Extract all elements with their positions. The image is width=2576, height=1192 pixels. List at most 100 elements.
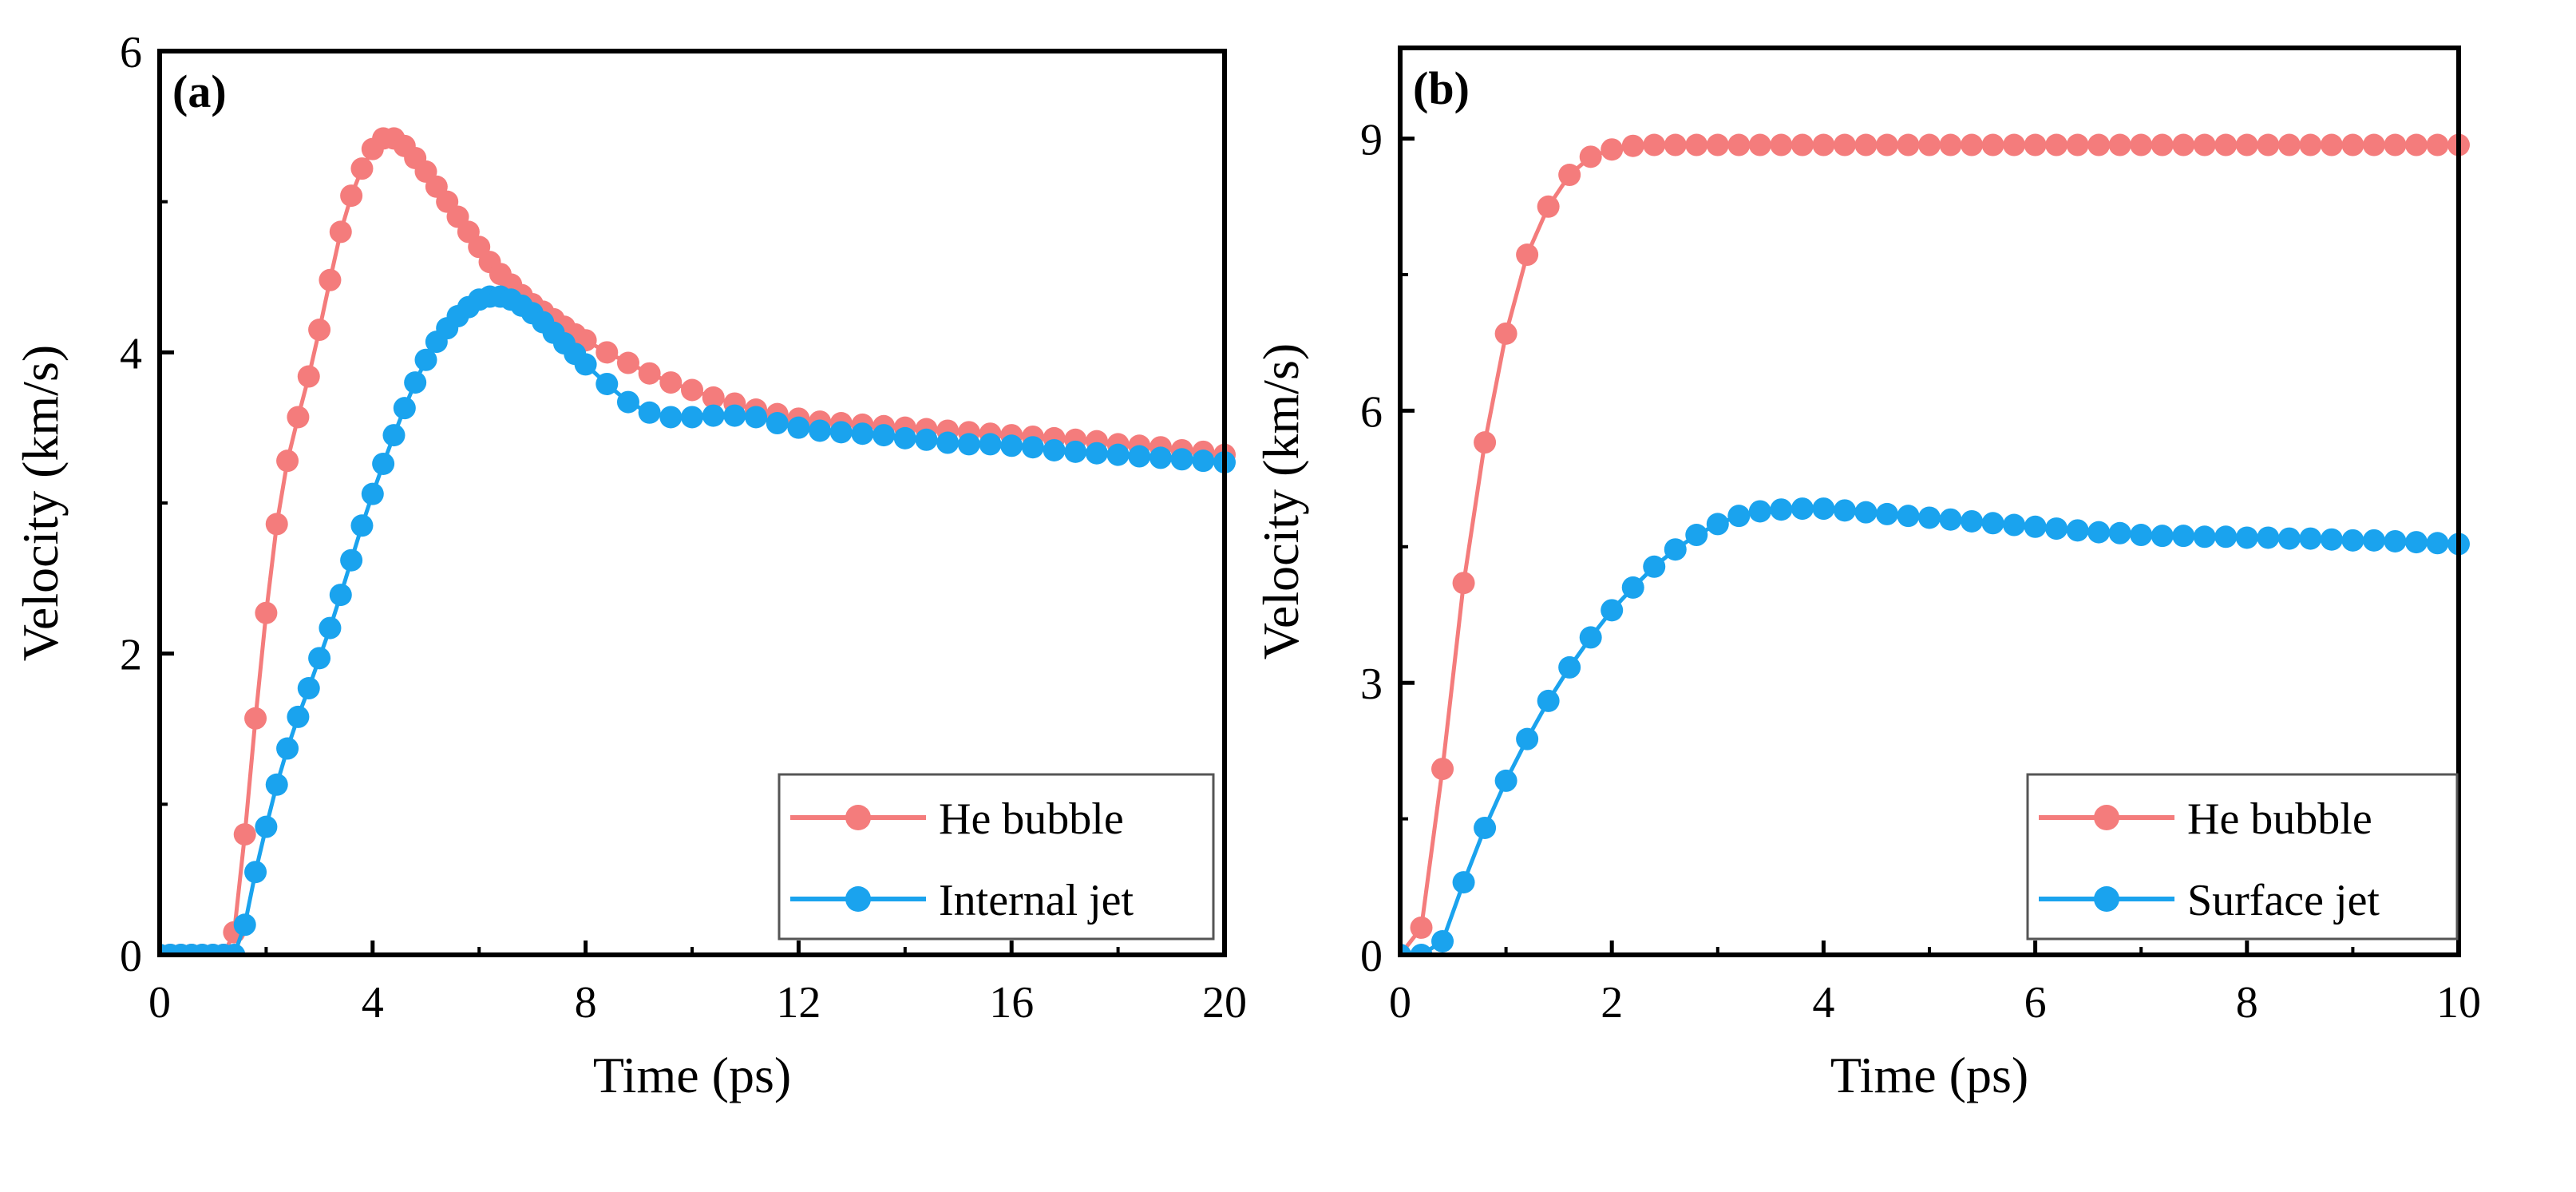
data-point: [1516, 727, 1539, 750]
data-point: [1558, 164, 1581, 187]
data-point: [1727, 505, 1751, 528]
data-point: [1812, 133, 1835, 156]
data-point: [1643, 133, 1666, 156]
data-point: [2087, 521, 2111, 544]
data-point: [893, 426, 916, 449]
y-tick-label: 9: [1360, 116, 1383, 165]
data-point: [1537, 195, 1560, 218]
data-point: [2172, 525, 2195, 548]
data-point: [223, 944, 246, 955]
legend-marker: [2094, 805, 2119, 830]
data-point: [979, 433, 1002, 456]
data-point: [233, 913, 256, 937]
data-point: [638, 401, 661, 424]
data-point: [1601, 599, 1624, 622]
legend-label: Surface jet: [2187, 876, 2380, 925]
legend: He bubble Surface jet: [2026, 773, 2459, 941]
data-point: [1474, 431, 1497, 454]
data-point: [1192, 449, 1215, 473]
data-point: [350, 514, 374, 537]
data-point: [1854, 133, 1878, 156]
x-tick-label: 0: [148, 978, 171, 1028]
data-point: [1791, 133, 1814, 156]
data-point: [1516, 244, 1539, 267]
panel-a: 0 4 8 12 16 20 0 2 4 6 Time (ps) Velocity (km/s) (a)…: [12, 28, 1247, 1103]
data-point: [2384, 529, 2407, 552]
data-point: [723, 404, 746, 427]
data-point: [2151, 133, 2174, 156]
data-point: [2108, 133, 2131, 156]
series-group: [160, 127, 1236, 955]
x-axis-title: Time (ps): [593, 1047, 791, 1103]
data-point: [255, 601, 278, 624]
data-point: [2172, 133, 2195, 156]
data-point: [2151, 525, 2174, 548]
data-point: [1494, 769, 1518, 792]
data-point: [2277, 527, 2301, 550]
y-tick-label: 6: [120, 28, 142, 77]
data-point: [851, 422, 874, 446]
legend-marker: [845, 886, 871, 912]
data-point: [265, 513, 288, 536]
series-group: [1400, 133, 2470, 955]
data-point: [1981, 133, 2004, 156]
x-tick-label: 4: [1812, 978, 1834, 1028]
data-point: [1400, 944, 1411, 955]
x-tick-label: 16: [989, 978, 1034, 1028]
data-point: [1981, 512, 2004, 535]
data-point: [414, 348, 437, 371]
legend-marker: [2094, 886, 2119, 912]
data-point: [2130, 524, 2153, 547]
data-point: [329, 584, 352, 607]
data-point: [1106, 443, 1130, 466]
data-point: [1664, 538, 1687, 561]
data-point: [2214, 525, 2238, 548]
data-point: [329, 220, 352, 244]
data-point: [2066, 133, 2089, 156]
data-point: [787, 416, 810, 439]
data-point: [1064, 440, 1087, 463]
data-point: [1812, 497, 1835, 521]
x-tick-label: 12: [776, 978, 821, 1028]
data-point: [1537, 689, 1560, 712]
data-point: [873, 424, 896, 447]
data-point: [1410, 916, 1433, 939]
data-point: [1748, 500, 1771, 523]
data-point: [1170, 448, 1193, 471]
data-point: [1939, 508, 1962, 531]
x-tick-label: 8: [575, 978, 597, 1028]
data-point: [2277, 133, 2301, 156]
data-point: [1685, 133, 1708, 156]
data-point: [265, 773, 288, 796]
y-axis-title: Velocity (km/s): [12, 345, 69, 661]
y-tick-label: 3: [1360, 659, 1383, 709]
x-tick-label: 10: [2436, 978, 2481, 1028]
x-tick-label: 2: [1601, 978, 1623, 1028]
legend-label: Internal jet: [939, 876, 1134, 925]
data-point: [319, 616, 342, 640]
data-point: [1833, 499, 1856, 522]
data-point: [1770, 133, 1793, 156]
data-point: [393, 397, 416, 420]
y-tick-label: 4: [120, 329, 142, 378]
data-point: [1727, 133, 1751, 156]
data-point: [404, 371, 427, 394]
data-point: [1474, 816, 1497, 839]
data-point: [255, 815, 278, 838]
data-point: [574, 353, 597, 376]
x-axis-title: Time (ps): [1830, 1047, 2028, 1103]
data-point: [2341, 529, 2364, 552]
data-point: [1897, 505, 1920, 528]
data-point: [350, 157, 374, 180]
data-point: [659, 406, 683, 429]
data-point: [2299, 133, 2322, 156]
data-point: [2214, 133, 2238, 156]
data-point: [297, 365, 320, 388]
data-point: [702, 404, 725, 427]
data-point: [297, 677, 320, 700]
data-point: [1875, 133, 1898, 156]
data-point: [2257, 133, 2280, 156]
data-point: [1854, 501, 1878, 524]
data-point: [2108, 521, 2131, 545]
